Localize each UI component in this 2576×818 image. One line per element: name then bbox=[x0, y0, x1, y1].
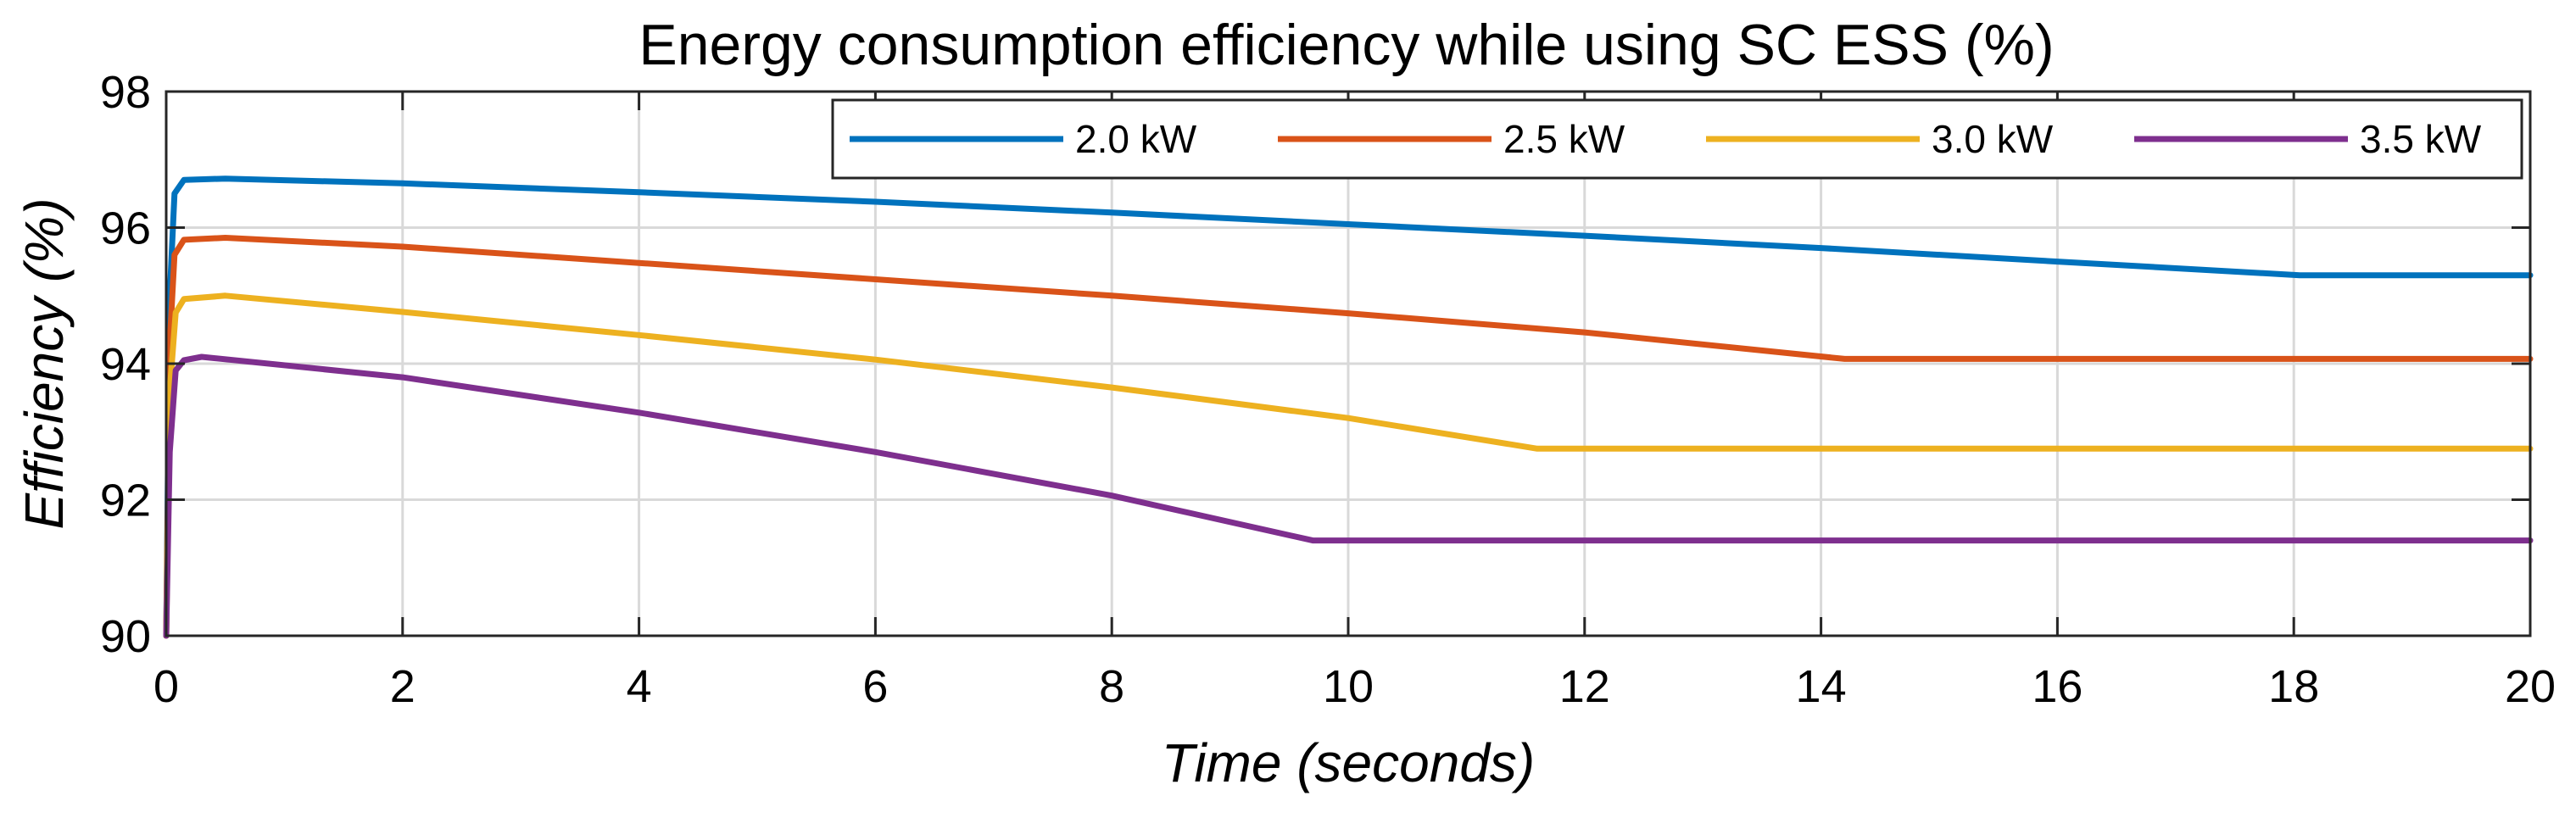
x-tick-label: 18 bbox=[2268, 661, 2319, 712]
x-tick-label: 16 bbox=[2032, 661, 2083, 712]
x-tick-label: 4 bbox=[627, 661, 652, 712]
series-lines bbox=[163, 175, 2534, 639]
x-tick-label: 0 bbox=[153, 661, 179, 712]
series-line-3-5-kw bbox=[163, 353, 2534, 639]
legend-label-3-0-kw: 3.0 kW bbox=[1932, 117, 2054, 161]
x-tick-label: 10 bbox=[1323, 661, 1374, 712]
legend-label-2-0-kw: 2.0 kW bbox=[1075, 117, 1197, 161]
x-tick-label: 2 bbox=[390, 661, 415, 712]
x-tick-label: 20 bbox=[2505, 661, 2556, 712]
y-tick-label: 96 bbox=[100, 203, 151, 254]
y-axis-label: Efficiency (%) bbox=[14, 198, 75, 529]
y-tick-label: 98 bbox=[100, 67, 151, 118]
x-tick-label: 8 bbox=[1099, 661, 1124, 712]
y-tick-label: 92 bbox=[100, 476, 151, 526]
legend-label-2-5-kw: 2.5 kW bbox=[1503, 117, 1625, 161]
y-tick-label: 94 bbox=[100, 339, 151, 390]
series-line-2-5-kw bbox=[163, 235, 2534, 639]
x-tick-label: 14 bbox=[1796, 661, 1847, 712]
chart-title: Energy consumption efficiency while usin… bbox=[638, 13, 2054, 77]
legend-label-3-5-kw: 3.5 kW bbox=[2360, 117, 2482, 161]
series-line-2-0-kw bbox=[163, 175, 2534, 639]
x-tick-label: 6 bbox=[862, 661, 888, 712]
y-tick-label: 90 bbox=[100, 611, 151, 662]
series-line-3-0-kw bbox=[163, 292, 2534, 639]
x-axis-label: Time (seconds) bbox=[1162, 732, 1535, 793]
axis-ticks: 0 2 4 6 8 10 12 14 16 18 20 90 92 94 96 98 bbox=[100, 67, 2556, 712]
legend: 2.0 kW 2.5 kW 3.0 kW 3.5 kW bbox=[831, 98, 2523, 180]
grid-lines bbox=[166, 92, 2530, 636]
x-tick-label: 12 bbox=[1559, 661, 1610, 712]
